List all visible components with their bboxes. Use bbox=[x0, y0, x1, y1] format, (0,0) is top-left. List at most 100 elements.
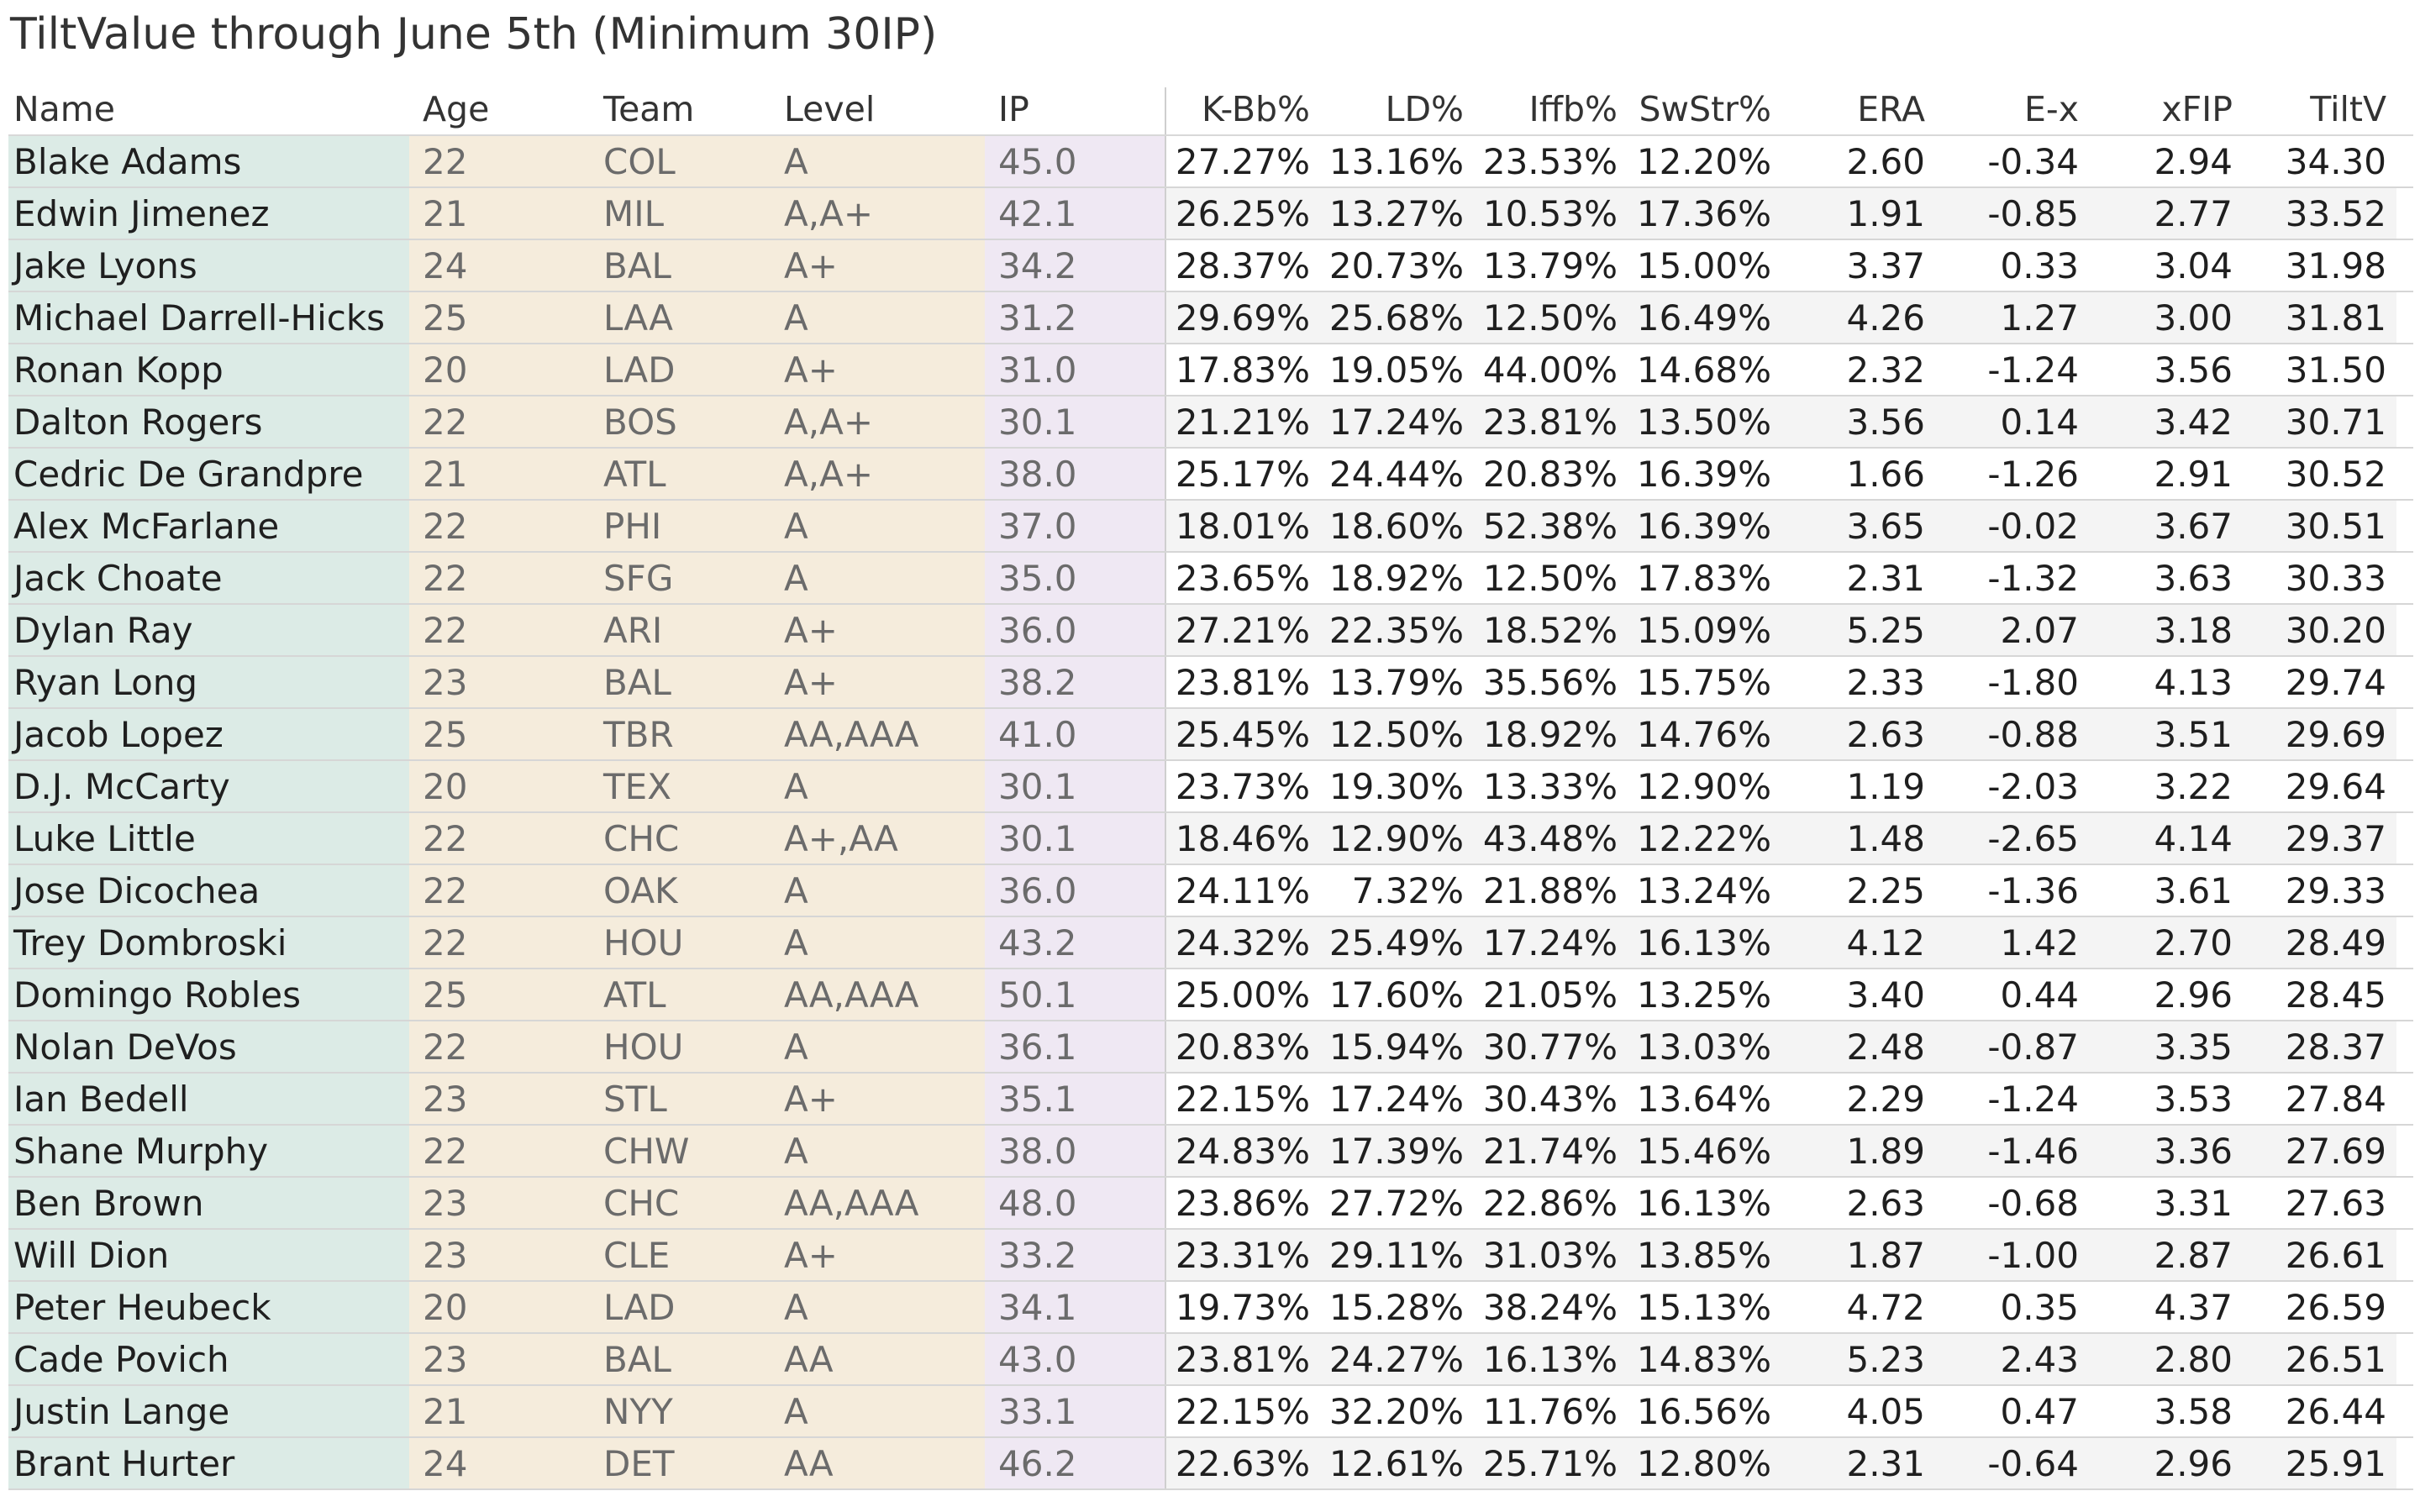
cell-level: AA,AAA bbox=[771, 969, 985, 1020]
cell-level: AA,AAA bbox=[771, 709, 985, 759]
cell-iffb: 11.76% bbox=[1482, 1390, 1618, 1432]
cell-xfip: 3.63 bbox=[2154, 557, 2233, 599]
cell-age: 23 bbox=[409, 1178, 590, 1228]
cell-name: Ben Brown bbox=[8, 1178, 409, 1228]
cell-iffb: 22.86% bbox=[1482, 1182, 1618, 1224]
cell-era: 5.25 bbox=[1781, 605, 1935, 655]
header-xfip[interactable]: xFIP bbox=[2161, 89, 2233, 129]
cell-iffb: 18.92% bbox=[1474, 709, 1628, 759]
cell-swstr: 15.75% bbox=[1636, 661, 1771, 703]
header-level[interactable]: Level bbox=[784, 89, 876, 129]
cell-tiltv: 28.49 bbox=[2243, 917, 2396, 968]
cell-tiltv: 26.51 bbox=[2243, 1334, 2396, 1384]
cell-era: 1.89 bbox=[1781, 1126, 1935, 1176]
cell-ip: 41.0 bbox=[985, 709, 1166, 759]
cell-k-bb: 26.25% bbox=[1166, 188, 1320, 239]
cell-iffb: 21.05% bbox=[1482, 974, 1618, 1016]
header-era[interactable]: ERA bbox=[1857, 89, 1925, 129]
cell-iffb: 30.77% bbox=[1474, 1021, 1628, 1072]
cell-xfip: 2.87 bbox=[2089, 1230, 2243, 1280]
cell-team: DET bbox=[590, 1438, 771, 1488]
cell-iffb: 23.81% bbox=[1474, 396, 1628, 447]
cell-tiltv: 33.52 bbox=[2243, 188, 2396, 239]
header-swstr[interactable]: SwStr% bbox=[1639, 89, 1771, 129]
header-e-x[interactable]: E-x bbox=[2024, 89, 2079, 129]
header-team[interactable]: Team bbox=[603, 89, 695, 129]
cell-level: A,A+ bbox=[771, 449, 985, 499]
cell-tiltv: 25.91 bbox=[2243, 1438, 2396, 1488]
cell-e-x: -1.00 bbox=[1935, 1230, 2089, 1280]
cell-name: Justin Lange bbox=[8, 1386, 409, 1436]
header-ip[interactable]: IP bbox=[985, 87, 1166, 134]
cell-team: CLE bbox=[590, 1230, 771, 1280]
cell-iffb: 35.56% bbox=[1482, 661, 1618, 703]
cell-xfip: 3.53 bbox=[2154, 1078, 2233, 1120]
header-ld[interactable]: LD% bbox=[1385, 89, 1464, 129]
cell-level: A,A+ bbox=[771, 188, 985, 239]
cell-k-bb: 27.27% bbox=[1175, 140, 1310, 182]
cell-team: HOU bbox=[590, 1021, 771, 1072]
cell-tiltv: 30.33 bbox=[2285, 557, 2386, 599]
cell-e-x: -0.02 bbox=[1935, 501, 2089, 551]
cell-era: 2.63 bbox=[1846, 1182, 1925, 1224]
cell-ip: 33.2 bbox=[985, 1230, 1166, 1280]
table-row: Will Dion 23 CLE A+ 33.2 23.31% 29.11% 31.03% 13… bbox=[8, 1230, 2413, 1282]
cell-ip: 36.0 bbox=[985, 865, 1166, 916]
cell-tiltv: 31.98 bbox=[2285, 244, 2386, 286]
cell-swstr: 16.49% bbox=[1628, 292, 1781, 343]
cell-team: TEX bbox=[590, 761, 771, 811]
cell-era: 2.48 bbox=[1781, 1021, 1935, 1072]
table-row: Ben Brown 23 CHC AA,AAA 48.0 23.86% 27.72% 22.8… bbox=[8, 1178, 2413, 1230]
cell-iffb: 20.83% bbox=[1482, 453, 1618, 495]
cell-k-bb: 22.63% bbox=[1166, 1438, 1320, 1488]
table-row: Ronan Kopp 20 LAD A+ 31.0 17.83% 19.05% 44.00% 1… bbox=[8, 344, 2413, 396]
cell-e-x: 0.33 bbox=[2000, 244, 2079, 286]
cell-level: A,A+ bbox=[771, 396, 985, 447]
cell-age: 25 bbox=[409, 292, 590, 343]
cell-age: 21 bbox=[409, 1386, 590, 1436]
cell-age: 22 bbox=[409, 1021, 590, 1072]
cell-era: 4.12 bbox=[1781, 917, 1935, 968]
cell-ip: 42.1 bbox=[985, 188, 1166, 239]
cell-swstr: 16.13% bbox=[1628, 917, 1781, 968]
cell-age: 23 bbox=[409, 1074, 590, 1124]
cell-iffb: 13.79% bbox=[1482, 244, 1618, 286]
cell-e-x: -2.03 bbox=[1987, 765, 2079, 807]
cell-xfip: 4.37 bbox=[2154, 1286, 2233, 1328]
table-title: TiltValue through June 5th (Minimum 30IP… bbox=[10, 9, 938, 60]
cell-ip: 30.1 bbox=[985, 761, 1166, 811]
cell-ip: 34.2 bbox=[985, 240, 1166, 291]
cell-level: A+,AA bbox=[771, 813, 985, 864]
cell-name: Ronan Kopp bbox=[8, 344, 409, 395]
cell-age: 22 bbox=[409, 813, 590, 864]
cell-tiltv: 29.74 bbox=[2285, 661, 2386, 703]
cell-k-bb: 18.01% bbox=[1166, 501, 1320, 551]
cell-e-x: 2.07 bbox=[1935, 605, 2089, 655]
cell-name: Will Dion bbox=[8, 1230, 409, 1280]
header-tiltv[interactable]: TiltV bbox=[2310, 89, 2386, 129]
cell-level: A bbox=[771, 553, 985, 603]
header-name[interactable]: Name bbox=[13, 89, 115, 129]
cell-swstr: 12.22% bbox=[1628, 813, 1781, 864]
table-row: Trey Dombroski 22 HOU A 43.2 24.32% 25.49% 17.2… bbox=[8, 917, 2413, 969]
header-iffb[interactable]: Iffb% bbox=[1528, 89, 1618, 129]
cell-k-bb: 22.15% bbox=[1175, 1078, 1310, 1120]
cell-swstr: 17.83% bbox=[1636, 557, 1771, 599]
cell-ip: 46.2 bbox=[985, 1438, 1166, 1488]
cell-xfip: 2.94 bbox=[2154, 140, 2233, 182]
cell-age: 20 bbox=[409, 344, 590, 395]
header-k-bb[interactable]: K-Bb% bbox=[1201, 89, 1310, 129]
cell-level: AA bbox=[771, 1334, 985, 1384]
cell-team: PHI bbox=[590, 501, 771, 551]
cell-team: BAL bbox=[590, 657, 771, 707]
cell-iffb: 43.48% bbox=[1474, 813, 1628, 864]
table-row: Alex McFarlane 22 PHI A 37.0 18.01% 18.60% 52.3… bbox=[8, 501, 2413, 553]
cell-level: A+ bbox=[771, 1230, 985, 1280]
cell-level: A+ bbox=[771, 1074, 985, 1124]
cell-swstr: 14.83% bbox=[1628, 1334, 1781, 1384]
header-age[interactable]: Age bbox=[423, 89, 490, 129]
cell-iffb: 25.71% bbox=[1474, 1438, 1628, 1488]
cell-e-x: 0.47 bbox=[2000, 1390, 2079, 1432]
cell-era: 1.48 bbox=[1781, 813, 1935, 864]
cell-iffb: 18.52% bbox=[1474, 605, 1628, 655]
